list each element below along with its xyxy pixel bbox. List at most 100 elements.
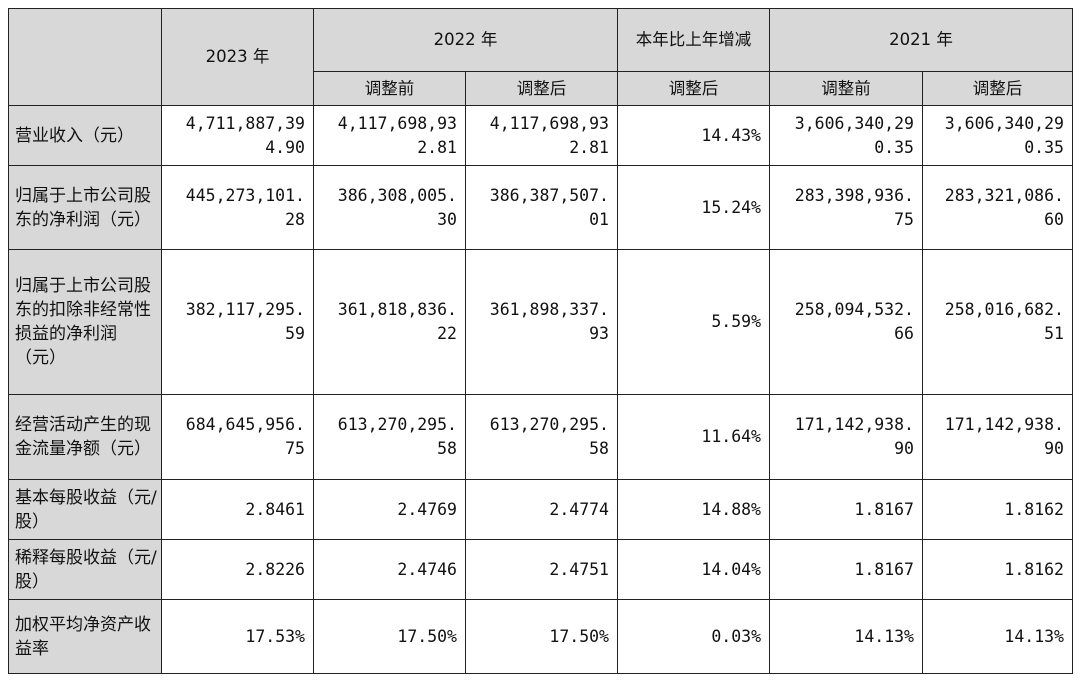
header-2022-after: 调整后 [465,71,618,106]
value-2022-before: 4,117,698,93 2.81 [313,105,466,166]
value-line: 0.35 [1024,137,1064,157]
value-2023: 17.53% [161,599,314,674]
value-line: 3,606,340,29 [944,113,1064,133]
value-2022-after: 613,270,295. 58 [465,394,618,480]
value-line: 4,711,887,39 [185,113,305,133]
value-2022-before: 613,270,295. 58 [313,394,466,480]
value-2023: 2.8461 [161,479,314,540]
value-line: 0.35 [874,137,914,157]
value-2022-after: 2.4751 [465,539,618,600]
table-body: 营业收入（元） 4,711,887,39 4.90 4,117,698,93 2.81 4… [8,105,1073,674]
value-2022-before: 386,308,005. 30 [313,165,466,250]
value-2021-after: 14.13% [922,599,1073,674]
corner-header-cell [8,8,162,106]
header-year-2023: 2023 年 [161,8,314,106]
value-change: 14.04% [617,539,770,600]
value-2021-after: 1.8162 [922,479,1073,540]
value-2022-after: 386,387,507. 01 [465,165,618,250]
value-line: 1.8162 [1004,559,1064,579]
value-2021-after: 171,142,938. 90 [922,394,1073,480]
header-year-2022: 2022 年 [313,8,618,72]
value-line: 2.4774 [549,499,609,519]
value-line: 1.8167 [854,559,914,579]
value-line: 258,094,532. [794,300,914,319]
value-line: 361,818,836. [337,300,457,319]
value-line: 14.13% [1004,626,1064,646]
value-2021-before: 171,142,938. 90 [769,394,923,480]
value-line: 58 [437,439,457,458]
value-line: 60 [1044,209,1064,229]
value-2023: 4,711,887,39 4.90 [161,105,314,166]
value-2022-after: 2.4774 [465,479,618,540]
value-line: 51 [1044,324,1064,343]
value-line: 58 [589,439,609,458]
value-line: 22 [437,324,457,343]
value-line: 59 [285,324,305,343]
table-row: 经营活动产生的现金流量净额（元） 684,645,956. 75 613,270,29… [8,394,1073,480]
value-line: 30 [437,209,457,229]
value-2021-after: 3,606,340,29 0.35 [922,105,1073,166]
value-line: 75 [285,439,305,458]
value-2022-before: 2.4769 [313,479,466,540]
value-line: 17.53% [245,626,305,646]
value-2022-after: 4,117,698,93 2.81 [465,105,618,166]
value-line: 2.4746 [397,559,457,579]
value-2021-after: 1.8162 [922,539,1073,600]
table-row: 归属于上市公司股东的净利润（元） 445,273,101. 28 386,308,00… [8,165,1073,250]
header-change: 本年比上年增减 [617,8,770,72]
value-line: 283,321,086. [944,185,1064,205]
value-line: 2.4769 [397,499,457,519]
value-line: 382,117,295. [185,300,305,319]
value-2022-after: 17.50% [465,599,618,674]
financial-summary-table: 2023 年 2022 年 本年比上年增减 2021 年 调整前 调整后 调整后… [8,8,1073,674]
value-line: 2.81 [569,137,609,157]
value-2023: 684,645,956. 75 [161,394,314,480]
value-line: 75 [894,209,914,229]
value-line: 386,387,507. [489,185,609,205]
value-line: 17.50% [549,626,609,646]
value-2021-before: 1.8167 [769,479,923,540]
value-2021-after: 258,016,682. 51 [922,249,1073,395]
value-line: 684,645,956. [185,415,305,434]
row-label: 基本每股收益（元/股） [8,479,162,540]
row-label: 归属于上市公司股东的净利润（元） [8,165,162,250]
value-line: 283,398,936. [794,185,914,205]
header-change-label: 本年比上年增减 [635,30,752,49]
value-line: 01 [589,209,609,229]
value-line: 258,016,682. [944,300,1064,319]
row-label: 加权平均净资产收益率 [8,599,162,674]
table-row: 稀释每股收益（元/股） 2.8226 2.4746 2.4751 14.04% 1.816… [8,539,1073,600]
value-line: 4,117,698,93 [337,113,457,133]
value-2021-before: 258,094,532. 66 [769,249,923,395]
value-line: 613,270,295. [489,415,609,434]
value-change: 14.43% [617,105,770,166]
value-line: 17.50% [397,626,457,646]
value-line: 93 [589,324,609,343]
value-2021-before: 283,398,936. 75 [769,165,923,250]
header-2021-after: 调整后 [922,71,1073,106]
value-line: 66 [894,324,914,343]
value-line: 3,606,340,29 [794,113,914,133]
value-line: 14.13% [854,626,914,646]
value-line: 28 [285,209,305,229]
value-2021-before: 3,606,340,29 0.35 [769,105,923,166]
header-2021-before: 调整前 [769,71,923,106]
value-line: 2.8226 [245,559,305,579]
value-2023: 2.8226 [161,539,314,600]
value-2022-before: 17.50% [313,599,466,674]
value-2021-before: 14.13% [769,599,923,674]
value-2022-before: 2.4746 [313,539,466,600]
value-change: 0.03% [617,599,770,674]
table-row: 归属于上市公司股东的扣除非经常性损益的净利润（元） 382,117,295. 59 3… [8,249,1073,395]
value-2023: 445,273,101. 28 [161,165,314,250]
value-2022-after: 361,898,337. 93 [465,249,618,395]
table-row: 营业收入（元） 4,711,887,39 4.90 4,117,698,93 2.81 4… [8,105,1073,166]
value-change: 11.64% [617,394,770,480]
value-line: 90 [894,439,914,458]
row-label: 稀释每股收益（元/股） [8,539,162,600]
value-2021-before: 1.8167 [769,539,923,600]
header-year-2021: 2021 年 [769,8,1073,72]
value-line: 386,308,005. [337,185,457,205]
table-row: 加权平均净资产收益率 17.53% 17.50% 17.50% 0.03% 14.13% 1… [8,599,1073,674]
value-line: 2.81 [417,137,457,157]
